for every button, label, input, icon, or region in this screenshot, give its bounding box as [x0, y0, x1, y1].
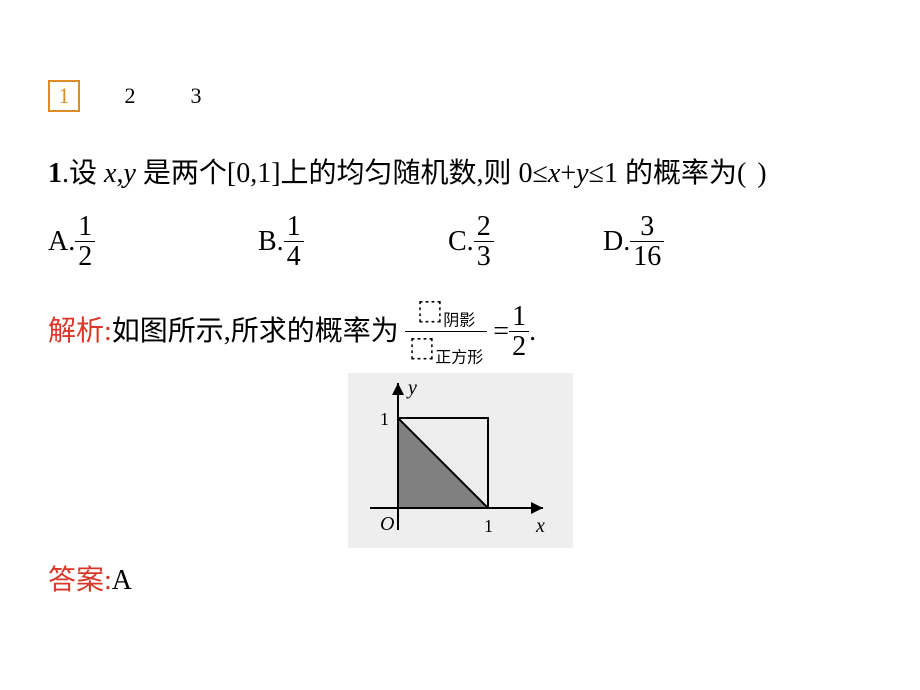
analysis-line: 解析: 如图所示,所求的概率为 ⬚阴影 ⬚正方形 = 1 2 . [48, 295, 872, 369]
svg-text:1: 1 [484, 516, 493, 536]
page: 1 2 3 1.设 x,y 是两个[0,1]上的均匀随机数,则 0≤x+y≤1 … [0, 0, 920, 690]
answer-value: A [112, 565, 132, 596]
geometry-figure: Oxy11 [348, 373, 573, 548]
result-fraction: 1 2 [509, 303, 529, 361]
option-a[interactable]: A. 12 [48, 213, 258, 271]
svg-text:y: y [406, 377, 417, 399]
figure-container: Oxy11 [48, 373, 872, 548]
answer-line: 答案:A [48, 558, 872, 598]
tab-2[interactable]: 2 [114, 80, 146, 112]
svg-text:x: x [535, 515, 545, 537]
tab-3[interactable]: 3 [180, 80, 212, 112]
svg-text:O: O [380, 513, 394, 535]
question-stem: 1.设 x,y 是两个[0,1]上的均匀随机数,则 0≤x+y≤1 的概率为( … [48, 152, 872, 197]
area-fraction: ⬚阴影 ⬚正方形 [405, 295, 487, 369]
answer-label: 答案: [48, 565, 112, 596]
option-d[interactable]: D. 316 [603, 213, 664, 271]
page-tabs: 1 2 3 [48, 80, 872, 112]
tab-1[interactable]: 1 [48, 80, 80, 112]
option-c[interactable]: C. 23 [448, 213, 603, 271]
question-number: 1 [48, 158, 62, 189]
analysis-label: 解析: [48, 308, 112, 356]
option-b[interactable]: B. 14 [258, 213, 448, 271]
options-row: A. 12 B. 14 C. 23 D. 316 [48, 213, 872, 271]
svg-text:1: 1 [380, 409, 389, 429]
analysis-text: 如图所示,所求的概率为 [112, 308, 399, 356]
